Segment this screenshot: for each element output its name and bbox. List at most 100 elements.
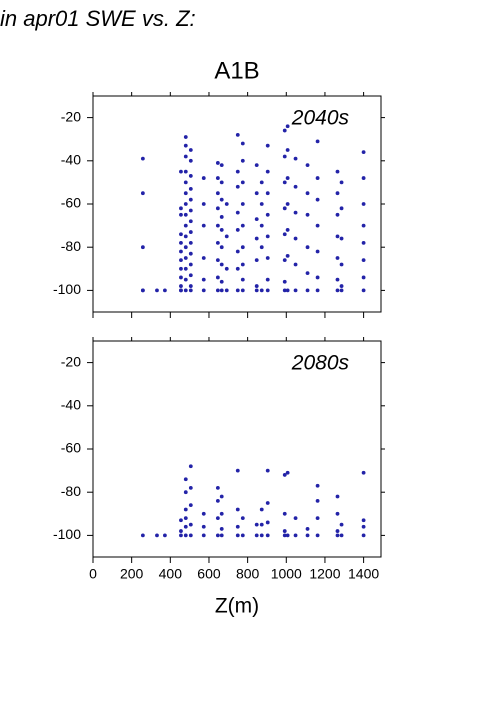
data-point [265,212,270,217]
data-point [201,176,206,180]
data-point [240,223,245,228]
figure-title: in apr01 SWE vs. Z: [0,6,196,31]
data-point [339,284,344,288]
data-point [240,262,245,267]
data-point [315,139,320,144]
data-point [265,191,270,196]
y-tick-label: -60 [61,440,81,456]
data-point [224,234,229,239]
data-point [293,516,298,521]
data-point [219,288,224,293]
data-point [339,522,344,527]
data-point [339,288,344,293]
data-point [285,148,290,152]
data-point [224,288,229,293]
y-tick-label: -80 [61,483,81,499]
data-point [265,256,270,260]
data-point [219,163,224,168]
data-point [240,288,245,293]
data-point [282,232,287,237]
data-point [361,150,366,155]
data-point [183,223,188,228]
data-point [179,288,183,293]
y-tick-label: -100 [53,281,81,297]
data-point [259,180,264,185]
data-point [282,128,287,133]
data-point [240,516,245,521]
data-point [361,202,366,206]
data-point [183,154,188,159]
data-point [183,507,188,512]
data-point [183,516,188,521]
x-tick-label: 1400 [348,566,379,582]
figure-heading: A1B [214,57,259,84]
data-point [293,156,298,161]
data-point [179,529,183,533]
data-point [259,533,264,538]
data-point [285,228,290,232]
data-point [361,275,366,280]
data-point [240,180,245,185]
data-point [361,470,366,475]
data-point [293,236,298,241]
data-point [335,494,340,499]
data-point [259,223,264,228]
data-point [235,132,240,137]
data-point [285,124,290,129]
data-point [235,249,240,254]
data-point [265,533,270,538]
data-point [315,288,320,293]
data-point [285,288,290,293]
data-point [285,176,290,180]
data-point [188,522,193,527]
data-point [293,184,298,189]
data-point [361,524,366,529]
data-point [219,197,224,202]
data-point [183,256,188,260]
data-point [254,258,259,263]
data-point [188,186,193,191]
data-point [335,191,340,196]
data-point [282,533,287,538]
data-point [335,169,340,174]
data-point [215,288,220,293]
data-point [215,516,220,521]
data-point [215,533,220,538]
data-point [188,503,193,508]
data-point [265,277,270,282]
data-point [235,288,240,293]
data-point [235,507,240,512]
data-point [254,284,259,288]
data-point [254,217,259,222]
data-point [183,524,188,529]
data-point [361,533,366,538]
data-point [335,533,340,538]
data-point [240,277,245,282]
data-point [188,251,193,256]
data-point [183,202,188,206]
data-point [183,169,188,174]
data-point [183,533,188,538]
data-point [254,522,259,527]
data-point [282,288,287,293]
data-point [335,288,340,293]
data-point [235,210,240,215]
data-point [235,228,240,232]
data-point [179,249,183,254]
x-tick-label: 1000 [271,566,302,582]
x-tick-label: 400 [159,566,183,582]
data-point [215,498,220,503]
data-point [188,148,193,152]
data-point [282,206,287,211]
data-point [361,518,366,523]
data-point [219,279,224,284]
data-point [179,533,183,538]
data-point [201,256,206,260]
data-point [285,253,290,258]
data-point [183,245,188,250]
data-point [188,174,193,178]
data-point [282,473,287,477]
data-point [315,223,320,228]
data-point [265,501,270,505]
